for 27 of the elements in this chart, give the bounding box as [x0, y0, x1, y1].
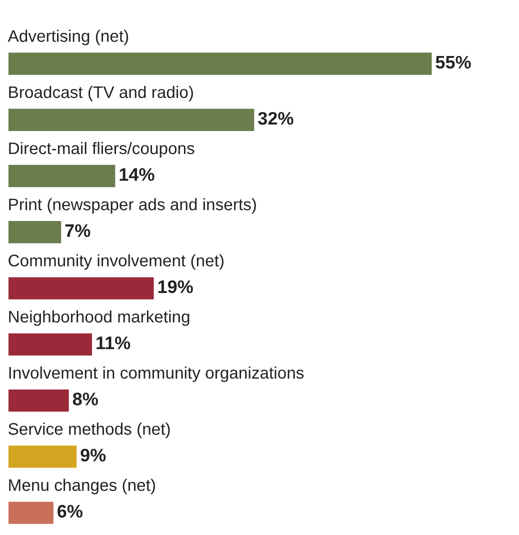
bar — [8, 276, 156, 301]
data-label: 32% — [258, 112, 294, 125]
y-tick-label: Service methods (net) — [8, 422, 170, 438]
bar — [8, 164, 117, 189]
bar — [8, 107, 256, 132]
data-label: 11% — [96, 336, 130, 350]
bar — [8, 444, 78, 470]
y-tick-label: Print (newspaper ads and inserts) — [9, 198, 256, 214]
data-label: 19% — [158, 280, 193, 294]
y-tick-label: Broadcast (TV and radio) — [9, 86, 193, 102]
bar — [8, 388, 70, 414]
data-label: 8% — [72, 392, 98, 406]
data-label: 14% — [120, 168, 154, 181]
y-tick-label: Neighborhood marketing — [9, 310, 190, 326]
y-tick-label: Involvement in community organizations — [9, 366, 304, 382]
bar — [8, 51, 434, 76]
y-tick-label: Advertising (net) — [8, 30, 128, 46]
bar — [8, 332, 94, 357]
y-tick-label: Direct-mail fliers/coupons — [9, 142, 194, 158]
bar — [8, 220, 63, 245]
data-label: 9% — [80, 448, 106, 462]
bar — [8, 500, 55, 526]
data-label: 6% — [58, 504, 83, 518]
data-label: 55% — [436, 56, 471, 69]
y-tick-label: Community involvement (net) — [8, 254, 224, 270]
data-label: 7% — [65, 224, 90, 237]
y-tick-label: Menu changes (net) — [9, 478, 155, 494]
